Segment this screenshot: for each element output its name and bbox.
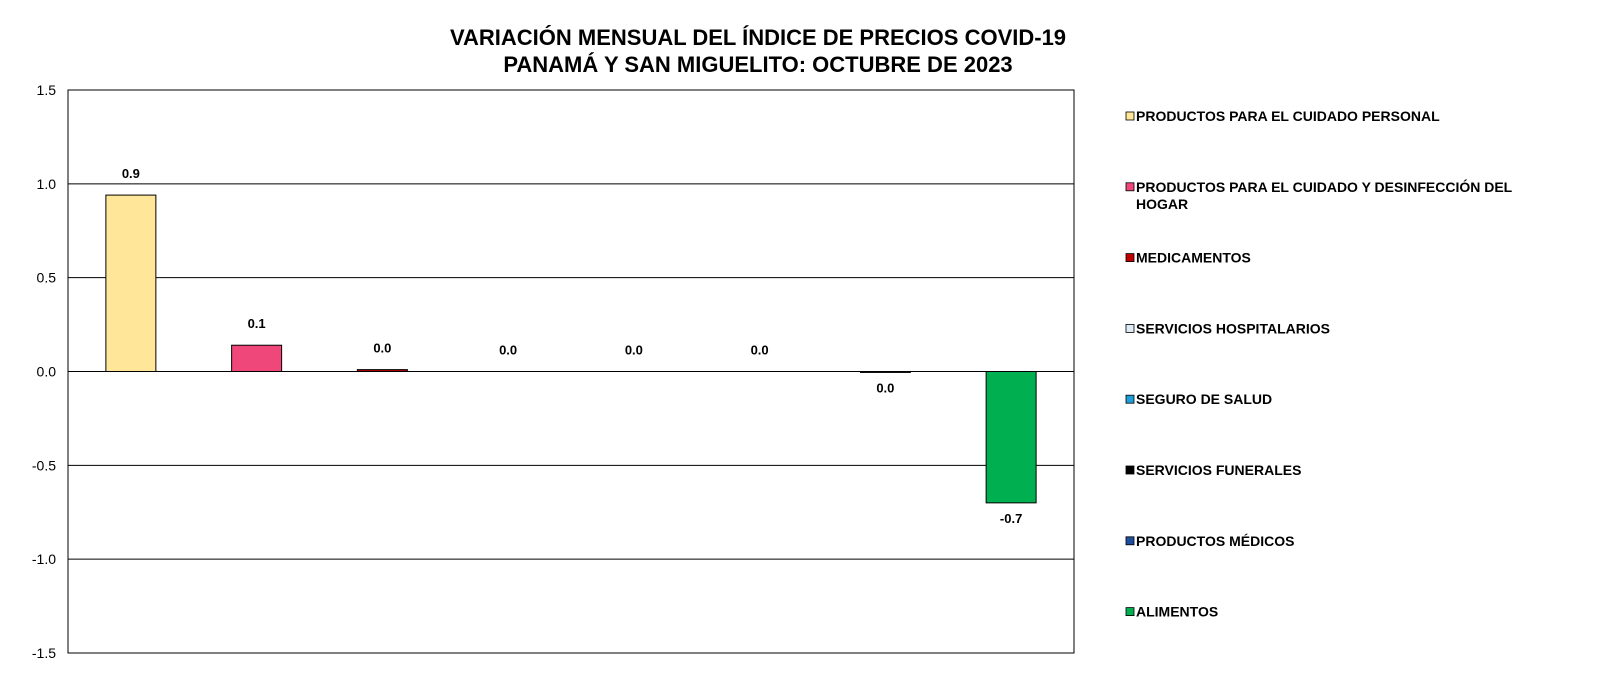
y-tick-label: 0.0 [37, 364, 57, 380]
bar [985, 371, 1037, 504]
data-label: 0.0 [876, 380, 894, 395]
y-tick-label: 0.5 [37, 270, 57, 286]
legend-label: SEGURO DE SALUD [1136, 391, 1272, 407]
data-label: 0.0 [373, 341, 391, 356]
legend-swatch [1125, 465, 1135, 475]
y-tick-label: -0.5 [32, 457, 56, 473]
legend-label: ALIMENTOS [1136, 604, 1218, 620]
legend-label: PRODUCTOS PARA EL CUIDADO PERSONAL [1136, 108, 1440, 124]
legend-label: SERVICIOS HOSPITALARIOS [1136, 320, 1330, 336]
bar [859, 371, 911, 373]
bar [105, 194, 157, 372]
y-tick-label: 1.5 [37, 82, 57, 98]
legend-label: PRODUCTOS PARA EL CUIDADO Y DESINFECCIÓN… [1136, 178, 1513, 212]
y-tick-label: 1.0 [37, 176, 57, 192]
data-label: -0.7 [1000, 511, 1022, 526]
chart-title-line-1: VARIACIÓN MENSUAL DEL ÍNDICE DE PRECIOS … [450, 25, 1066, 50]
legend-swatch [1125, 323, 1135, 333]
gridlines [68, 89, 1074, 654]
legend-swatch [1125, 394, 1135, 404]
legend-swatch [1125, 607, 1135, 616]
legend-label: SERVICIOS FUNERALES [1136, 462, 1301, 478]
legend-swatch [1125, 536, 1135, 546]
bars [105, 194, 1037, 504]
legend-swatch [1125, 253, 1135, 263]
data-label: 0.9 [122, 166, 140, 181]
legend-swatch [1125, 182, 1135, 192]
bar [231, 344, 283, 372]
legend: PRODUCTOS PARA EL CUIDADO PERSONAL PRODUC… [1125, 108, 1513, 620]
bar [356, 369, 408, 372]
legend-swatch [1125, 111, 1135, 121]
legend-label: MEDICAMENTOS [1136, 250, 1251, 266]
y-tick-label: -1.5 [32, 645, 56, 661]
data-label: 0.1 [248, 316, 266, 331]
data-labels: 0.9 0.1 0.0 0.0 0.0 0.0 0.0 -0.7 [122, 166, 1022, 526]
data-label: 0.0 [751, 343, 769, 358]
y-tick-label: -1.0 [32, 551, 56, 567]
data-label: 0.0 [499, 343, 517, 358]
legend-label: PRODUCTOS MÉDICOS [1136, 533, 1294, 549]
data-label: 0.0 [625, 343, 643, 358]
y-axis: 1.5 1.0 0.5 0.0 -0.5 -1.0 -1.5 [32, 82, 56, 661]
chart-title: VARIACIÓN MENSUAL DEL ÍNDICE DE PRECIOS … [450, 25, 1066, 77]
chart-title-line-2: PANAMÁ Y SAN MIGUELITO: OCTUBRE DE 2023 [503, 52, 1012, 77]
plot-area [67, 89, 1075, 654]
